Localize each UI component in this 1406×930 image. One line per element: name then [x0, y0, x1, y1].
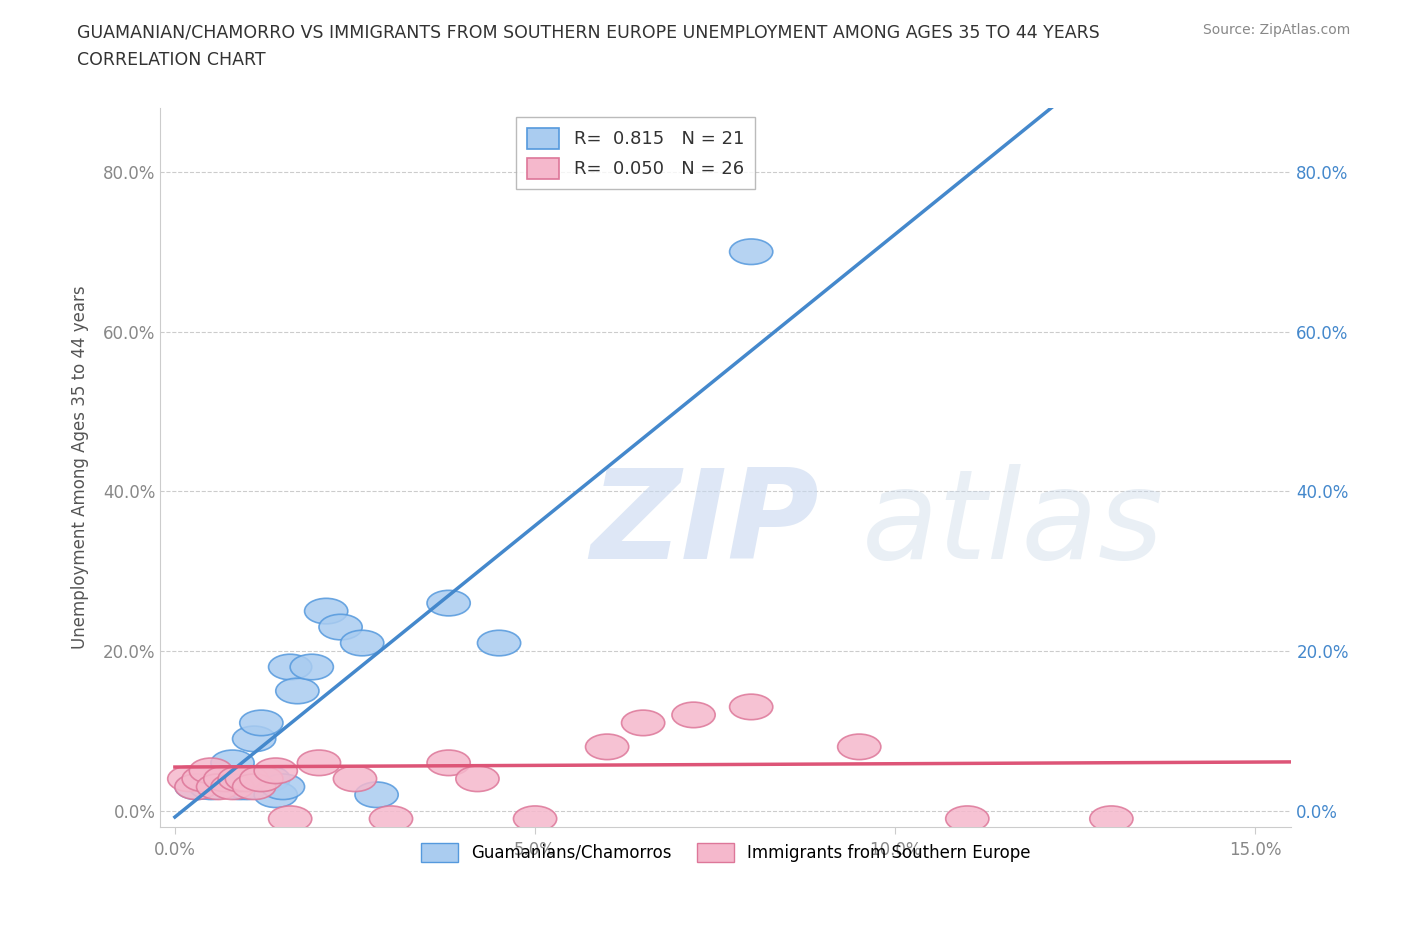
- Ellipse shape: [254, 782, 297, 807]
- Ellipse shape: [513, 806, 557, 831]
- Ellipse shape: [211, 774, 254, 800]
- Ellipse shape: [247, 766, 290, 791]
- Ellipse shape: [167, 766, 211, 791]
- Ellipse shape: [197, 774, 240, 800]
- Ellipse shape: [297, 750, 340, 776]
- Ellipse shape: [254, 758, 297, 784]
- Ellipse shape: [240, 766, 283, 791]
- Ellipse shape: [204, 766, 247, 791]
- Ellipse shape: [838, 734, 880, 760]
- Ellipse shape: [478, 631, 520, 656]
- Ellipse shape: [456, 766, 499, 791]
- Ellipse shape: [240, 711, 283, 736]
- Ellipse shape: [427, 750, 470, 776]
- Ellipse shape: [1090, 806, 1133, 831]
- Ellipse shape: [340, 631, 384, 656]
- Ellipse shape: [370, 806, 412, 831]
- Legend: Guamanians/Chamorros, Immigrants from Southern Europe: Guamanians/Chamorros, Immigrants from So…: [415, 836, 1038, 869]
- Ellipse shape: [225, 766, 269, 791]
- Ellipse shape: [190, 758, 232, 784]
- Ellipse shape: [232, 774, 276, 800]
- Ellipse shape: [183, 766, 225, 791]
- Ellipse shape: [174, 774, 218, 800]
- Text: atlas: atlas: [862, 464, 1164, 585]
- Ellipse shape: [218, 774, 262, 800]
- Text: Source: ZipAtlas.com: Source: ZipAtlas.com: [1202, 23, 1350, 37]
- Ellipse shape: [427, 591, 470, 616]
- Ellipse shape: [225, 774, 269, 800]
- Text: GUAMANIAN/CHAMORRO VS IMMIGRANTS FROM SOUTHERN EUROPE UNEMPLOYMENT AMONG AGES 35: GUAMANIAN/CHAMORRO VS IMMIGRANTS FROM SO…: [77, 23, 1099, 41]
- Ellipse shape: [672, 702, 716, 727]
- Ellipse shape: [204, 766, 247, 791]
- Y-axis label: Unemployment Among Ages 35 to 44 years: Unemployment Among Ages 35 to 44 years: [72, 286, 89, 649]
- Ellipse shape: [276, 678, 319, 704]
- Ellipse shape: [730, 239, 773, 264]
- Ellipse shape: [585, 734, 628, 760]
- Text: ZIP: ZIP: [591, 464, 820, 585]
- Ellipse shape: [354, 782, 398, 807]
- Ellipse shape: [946, 806, 988, 831]
- Ellipse shape: [730, 694, 773, 720]
- Ellipse shape: [333, 766, 377, 791]
- Ellipse shape: [190, 774, 232, 800]
- Ellipse shape: [174, 774, 218, 800]
- Ellipse shape: [290, 654, 333, 680]
- Ellipse shape: [269, 654, 312, 680]
- Ellipse shape: [269, 806, 312, 831]
- Ellipse shape: [305, 598, 347, 624]
- Ellipse shape: [218, 766, 262, 791]
- Ellipse shape: [621, 711, 665, 736]
- Ellipse shape: [262, 774, 305, 800]
- Text: CORRELATION CHART: CORRELATION CHART: [77, 51, 266, 69]
- Ellipse shape: [232, 726, 276, 751]
- Ellipse shape: [319, 615, 363, 640]
- Ellipse shape: [211, 750, 254, 776]
